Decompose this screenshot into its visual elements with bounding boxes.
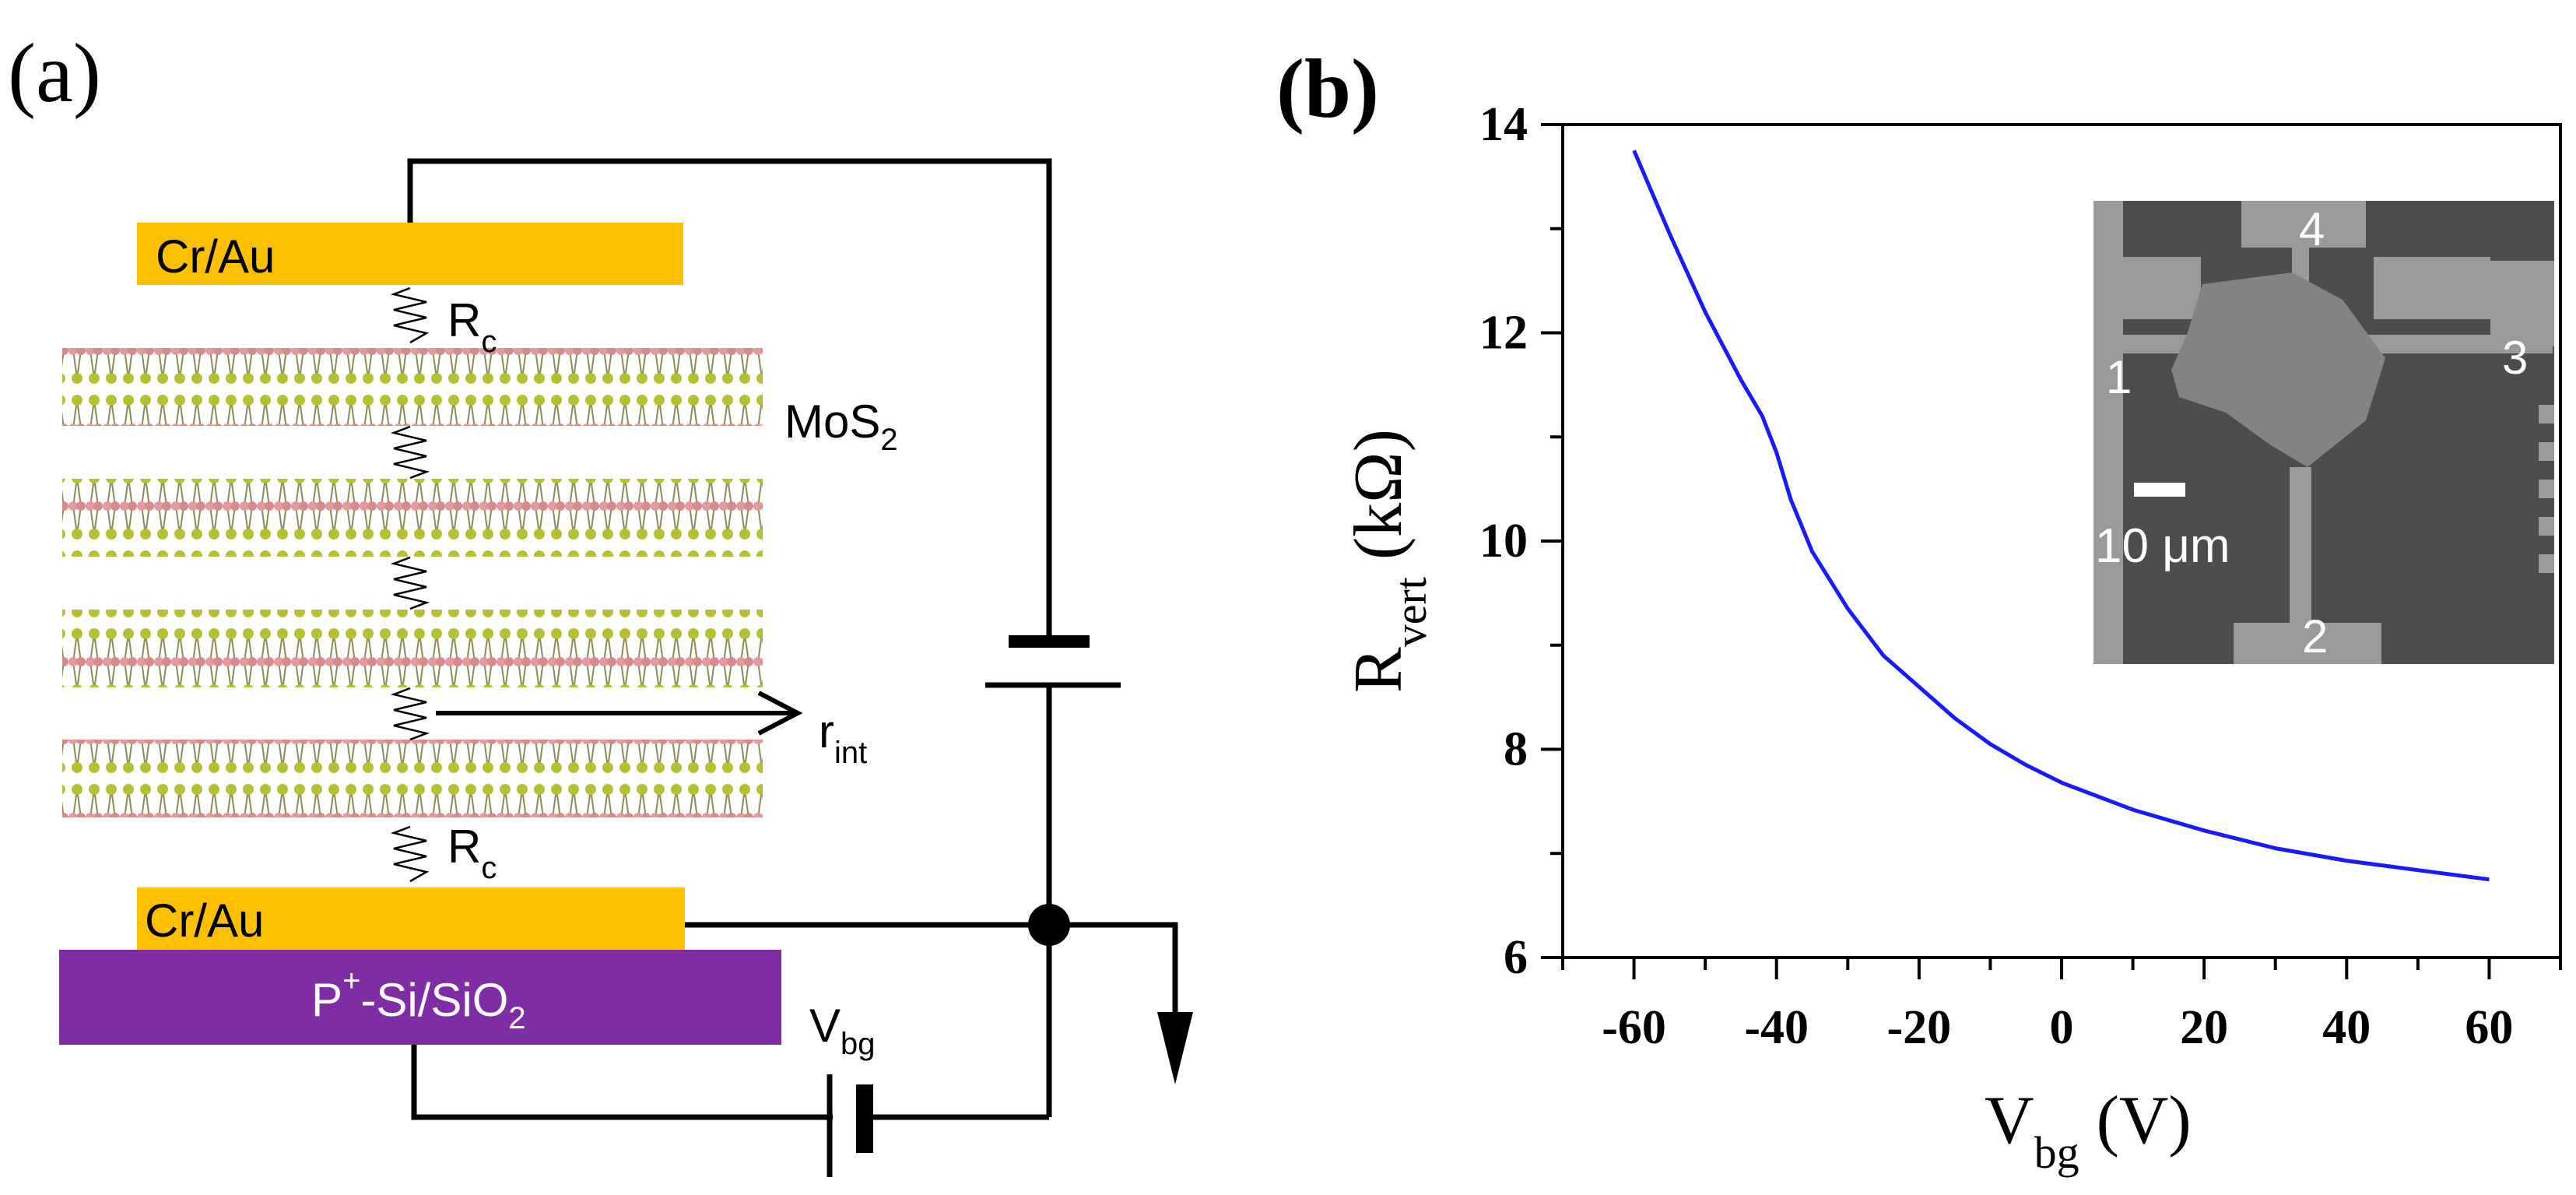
inset-flake — [2171, 272, 2385, 467]
substrate-block — [59, 950, 781, 1045]
inset-label-4: 4 — [2299, 203, 2325, 255]
vbg-label: Vbg — [809, 1000, 876, 1061]
bottom-contact-pad — [137, 887, 685, 950]
bottom-contact-label: Cr/Au — [145, 894, 264, 947]
y-tick-label: 8 — [1504, 723, 1528, 776]
substrate-label: P+-Si/SiO2 — [311, 964, 526, 1035]
mos2-layer-3 — [62, 610, 763, 687]
ground-arrow-icon — [1157, 1012, 1193, 1084]
wire-bottom-left — [411, 1043, 833, 1120]
rc-top-label: Rc — [447, 294, 497, 359]
inset-scale-text: 10 μm — [2095, 519, 2230, 573]
resistor-interlayer-3 — [390, 687, 430, 741]
wire-top-loop — [407, 158, 1052, 638]
panel-a: (a) — [8, 27, 1193, 1177]
resistors — [390, 286, 430, 883]
panel-a-label: (a) — [8, 27, 101, 120]
inset-micrograph: 10 μm 1 2 3 4 — [2093, 201, 2554, 664]
top-contact-pad — [137, 223, 683, 285]
rint-arrow — [436, 691, 803, 736]
vbg-battery-symbol — [826, 1074, 873, 1177]
inset-label-3: 3 — [2502, 332, 2528, 384]
mos2-layer-1 — [62, 348, 763, 426]
mos2-layers — [62, 348, 763, 817]
inset-label-1: 1 — [2106, 351, 2132, 403]
mos2-layer-2 — [62, 479, 763, 557]
resistor-rc-bottom — [390, 825, 430, 883]
rint-label: rint — [819, 705, 867, 770]
x-axis-title: Vbg (V) — [1985, 1083, 2192, 1178]
x-tick-label: -40 — [1744, 1001, 1809, 1054]
x-tick-label: -60 — [1602, 1001, 1666, 1054]
rc-bottom-label: Rc — [447, 821, 497, 885]
x-tick-label: 40 — [2322, 1001, 2371, 1054]
vbg-plate-short — [856, 1084, 873, 1153]
rvert-curve — [1632, 149, 2490, 882]
y-tick-label: 6 — [1504, 931, 1528, 984]
x-tick-label: 60 — [2465, 1001, 2513, 1054]
x-tick-label: 0 — [2050, 1001, 2074, 1054]
axis-ticks — [1541, 123, 2562, 979]
junction-node — [1028, 904, 1070, 946]
circuit-wires — [407, 158, 1178, 1120]
mos2-layer-4 — [62, 740, 763, 817]
y-tick-label: 14 — [1479, 98, 1528, 151]
resistor-interlayer-1 — [390, 425, 430, 480]
y-axis-title: Rvert (kΩ) — [1341, 429, 1436, 693]
panel-b-label: (b) — [1276, 43, 1379, 135]
resistor-interlayer-2 — [390, 556, 430, 610]
mos2-label: MoS2 — [784, 395, 898, 457]
inset-scale-bar — [2134, 483, 2185, 497]
wire-ground-branch — [685, 922, 1178, 1016]
y-tick-label: 12 — [1479, 307, 1528, 360]
x-tick-label: 20 — [2180, 1001, 2228, 1054]
inset-label-2: 2 — [2302, 610, 2328, 663]
x-tick-label: -20 — [1887, 1001, 1952, 1054]
battery-plate-long — [1009, 635, 1090, 648]
y-tick-label: 10 — [1479, 515, 1528, 568]
battery-symbol-top — [985, 635, 1121, 688]
top-contact-label: Cr/Au — [156, 230, 275, 283]
resistor-rc-top — [390, 286, 430, 344]
